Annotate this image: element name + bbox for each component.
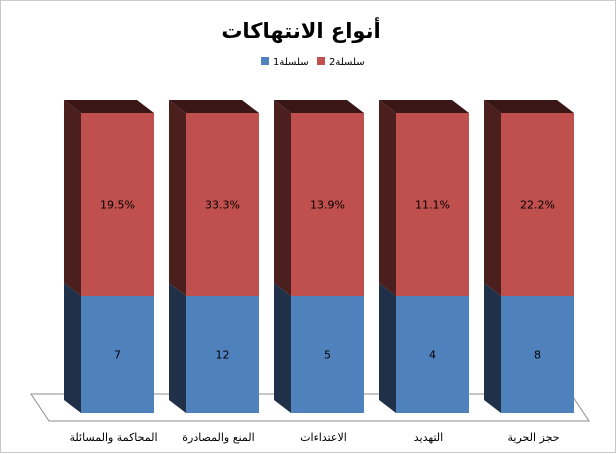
bar-series1 — [291, 296, 364, 413]
bar-side-series2 — [484, 100, 501, 296]
bar-top — [484, 100, 574, 113]
bar-side-series2 — [274, 100, 291, 296]
data-label-series2: 11.1% — [415, 199, 450, 212]
bar-side-series1 — [484, 283, 501, 413]
bar-series1 — [396, 296, 469, 413]
data-label-series2: 22.2% — [520, 199, 555, 212]
category-label: الاعتداءات — [300, 431, 347, 444]
category-label: التهديد — [414, 431, 443, 444]
data-label-series1: 8 — [534, 349, 541, 362]
legend-label-series1: سلسلة1 — [273, 57, 309, 68]
bar-side-series1 — [169, 283, 186, 413]
bar-side-series1 — [64, 283, 81, 413]
bar-series2 — [396, 113, 469, 296]
bar-side-series2 — [169, 100, 186, 296]
bar-series2 — [81, 113, 154, 296]
bar-top — [274, 100, 364, 113]
chart-title: أنواع الانتهاكات — [221, 16, 380, 43]
data-label-series1: 12 — [216, 349, 230, 362]
bar-series2 — [501, 113, 574, 296]
category-label: حجز الحرية — [507, 431, 559, 444]
legend: سلسلة1 سلسلة2 — [261, 57, 365, 68]
legend-swatch-series2 — [317, 57, 325, 65]
bar-series1 — [186, 296, 259, 413]
bar-side-series1 — [379, 283, 396, 413]
data-label-series2: 33.3% — [205, 199, 240, 212]
legend-swatch-series1 — [261, 57, 269, 65]
bar-side-series2 — [379, 100, 396, 296]
bar-side-series1 — [274, 283, 291, 413]
category-label: المنع والمصادرة — [182, 431, 254, 444]
bar-series1 — [501, 296, 574, 413]
data-label-series2: 13.9% — [310, 199, 345, 212]
data-label-series1: 5 — [324, 349, 331, 362]
bar-top — [169, 100, 259, 113]
category-labels: المحاكمة والمسائلة المنع والمصادرة الاعتدا… — [69, 431, 559, 444]
category-label: المحاكمة والمسائلة — [69, 431, 157, 444]
bar-top — [379, 100, 469, 113]
bar-top — [64, 100, 154, 113]
bar-series2 — [186, 113, 259, 296]
data-label-series1: 7 — [114, 349, 121, 362]
data-label-series1: 4 — [429, 349, 436, 362]
bar-series1 — [81, 296, 154, 413]
data-label-series2: 19.5% — [100, 199, 135, 212]
bar-series2 — [291, 113, 364, 296]
legend-label-series2: سلسلة2 — [329, 57, 365, 68]
bars-group: 19.5% 7 33.3% 12 13.9% 5 11.1% 4 22.2% 8 — [64, 100, 574, 413]
bar-side-series2 — [64, 100, 81, 296]
